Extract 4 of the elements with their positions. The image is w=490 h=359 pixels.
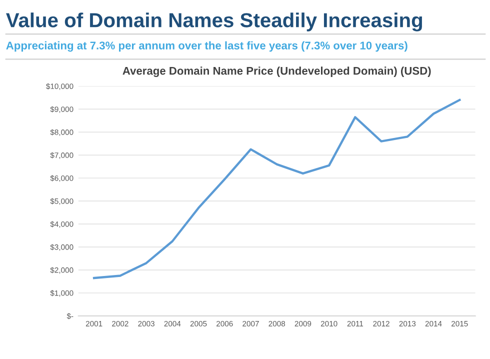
chart-title: Value of Domain Names Steadily Increasing <box>6 12 422 32</box>
chart-subtitle: Appreciating at 7.3% per annum over the last five years (7.3% over 10 years) <box>6 41 408 52</box>
line-series <box>92 98 461 280</box>
text: Average Domain Name Price (Undeveloped Domain) (USD) <box>122 66 431 78</box>
